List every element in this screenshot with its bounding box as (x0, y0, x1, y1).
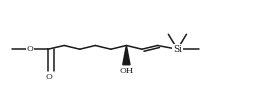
Text: O: O (26, 45, 33, 53)
Text: OH: OH (119, 67, 134, 75)
Polygon shape (123, 45, 130, 65)
Text: O: O (46, 73, 53, 81)
Text: Si: Si (173, 45, 182, 54)
